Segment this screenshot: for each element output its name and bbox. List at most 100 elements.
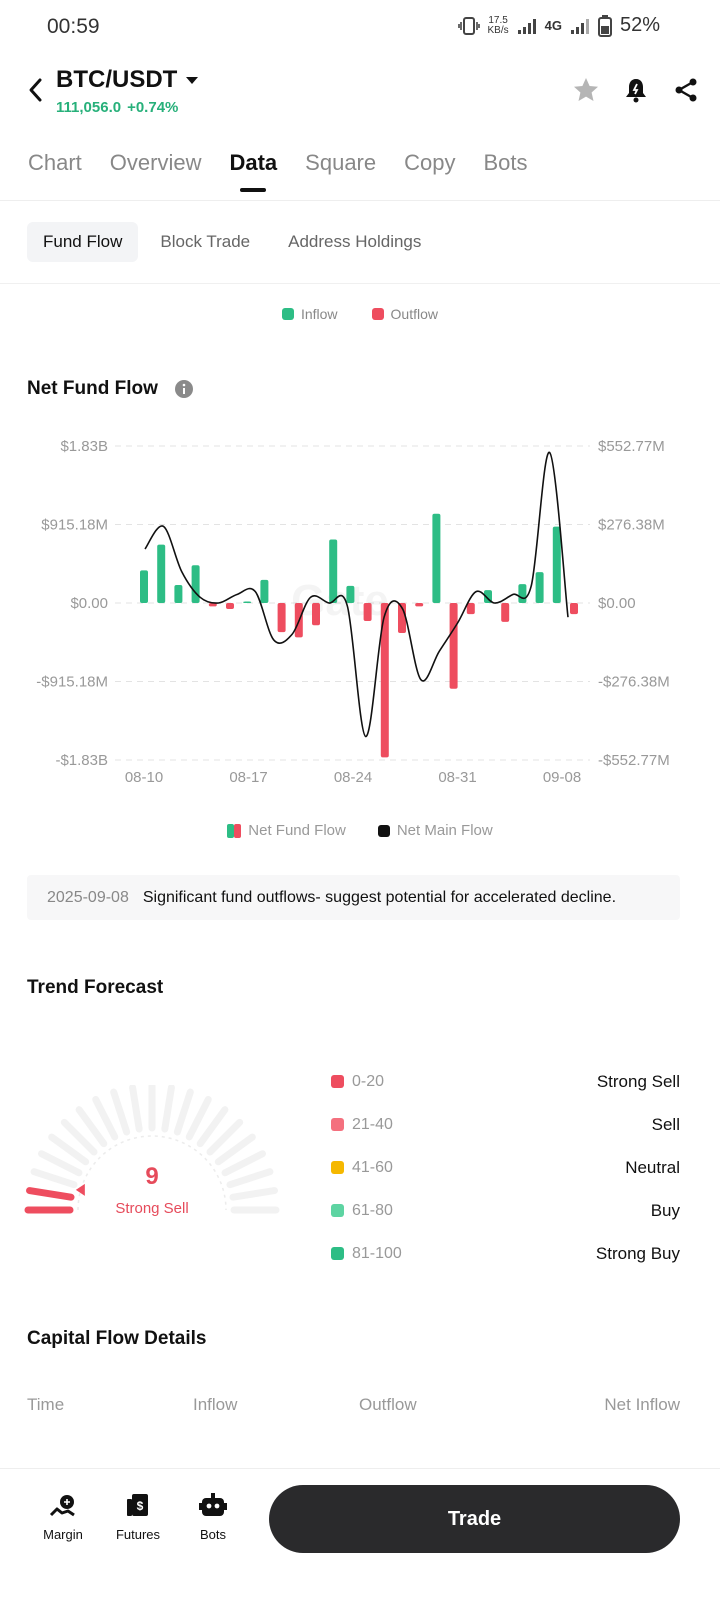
info-icon[interactable] [175, 380, 193, 398]
capital-flow-title: Capital Flow Details [27, 1328, 207, 1349]
alert-date: 2025-09-08 [47, 888, 129, 906]
bar [449, 603, 458, 689]
bar [243, 601, 252, 603]
caret-down-icon[interactable] [185, 73, 199, 87]
forecast-legend: 0-20 Strong Sell 21-40 Sell 41-60 Neutral 61-8… [331, 1060, 680, 1275]
subtab-address-holdings[interactable]: Address Holdings [288, 232, 422, 251]
bar [191, 565, 200, 603]
y-right-tick-label: $552.77M [598, 438, 665, 455]
tab-overview[interactable]: Overview [109, 150, 202, 175]
nav-margin-label: Margin [43, 1527, 83, 1542]
bar [277, 603, 286, 633]
gauge-tick [92, 1096, 119, 1141]
forecast-swatch [331, 1075, 344, 1088]
x-tick-label: 08-10 [125, 769, 163, 786]
tab-data[interactable]: Data [229, 150, 278, 175]
forecast-label: Buy [650, 1200, 680, 1220]
gauge-tick [206, 1118, 244, 1156]
gauge-tick [30, 1168, 78, 1189]
tab-bots[interactable]: Bots [483, 150, 528, 175]
signal-icon [517, 18, 536, 34]
gauge-tick [229, 1187, 278, 1201]
subtab-fund-flow[interactable]: Fund Flow [27, 222, 139, 262]
forecast-range: 41-60 [352, 1158, 393, 1176]
trade-button[interactable]: Trade [269, 1485, 680, 1553]
pair-selector[interactable]: BTC/USDT [56, 66, 199, 94]
y-left-tick-label: $0.00 [70, 595, 108, 612]
column-header-inflow: Inflow [193, 1395, 238, 1414]
outflow-swatch [371, 308, 384, 320]
net-main-flow-swatch [377, 824, 390, 837]
tab-square[interactable]: Square [305, 150, 377, 175]
trend-forecast-title: Trend Forecast [27, 977, 164, 998]
gauge-tick [185, 1096, 212, 1141]
gauge-score: 9 [145, 1163, 159, 1190]
bar [535, 572, 544, 603]
gauge-tick [196, 1106, 229, 1148]
tabs-divider [0, 200, 720, 201]
nav-bots-label: Bots [199, 1527, 226, 1542]
forecast-row: 0-20 Strong Sell [331, 1060, 680, 1103]
pair-title[interactable]: BTC/USDT [56, 66, 178, 93]
status-bar: 00:59 17.5 KB/s 4G 52% [0, 0, 720, 52]
forecast-range: 0-20 [352, 1072, 385, 1090]
alert-text: Significant fund outflows- suggest poten… [142, 888, 617, 906]
y-left-tick-label: -$1.83B [55, 752, 108, 769]
column-header-time: Time [27, 1395, 65, 1414]
gauge-tick [110, 1088, 131, 1136]
futures-icon: $ [127, 1494, 148, 1516]
y-right-tick-label: $276.38M [598, 517, 665, 534]
gauge-score-label: Strong Sell [115, 1200, 189, 1217]
back-arrow-icon[interactable] [24, 76, 48, 104]
price-alert-icon[interactable] [622, 76, 650, 104]
forecast-row: 41-60 Neutral [331, 1146, 680, 1189]
gauge-inner-arc [77, 1135, 227, 1211]
legend-outflow-label: Outflow [390, 306, 439, 322]
gauge-pointer [75, 1183, 85, 1196]
nav-margin[interactable]: Margin [33, 1491, 93, 1542]
trend-gauge [24, 1085, 280, 1214]
chart-legend: Net Fund Flow Net Main Flow [0, 822, 720, 839]
network-type: 4G [544, 18, 562, 33]
star-icon[interactable] [572, 76, 600, 104]
nav-bots[interactable]: Bots [183, 1491, 243, 1542]
flow-alert: 2025-09-08 Significant fund outflows- su… [27, 875, 680, 920]
forecast-row: 21-40 Sell [331, 1103, 680, 1146]
svg-text:$: $ [137, 1499, 144, 1513]
bar [329, 539, 338, 603]
price-change: +0.74% [127, 99, 179, 116]
bar [380, 603, 389, 758]
status-icons: 17.5 KB/s 4G 52% [457, 14, 660, 37]
forecast-swatch [331, 1118, 344, 1131]
y-right-tick-label: -$552.77M [598, 752, 670, 769]
price-row: 111,056.0 +0.74% [56, 99, 178, 116]
share-icon[interactable] [672, 76, 700, 104]
x-tick-label: 08-24 [334, 769, 372, 786]
forecast-swatch [331, 1204, 344, 1217]
subtab-block-trade[interactable]: Block Trade [160, 232, 251, 251]
tab-chart[interactable]: Chart [28, 150, 82, 175]
nav-futures[interactable]: $ Futures [108, 1491, 168, 1542]
bottom-action-bar: Margin $ Futures Bots Trade [0, 1468, 720, 1600]
legend-net-main-flow[interactable]: Net Main Flow [377, 822, 493, 839]
bot-icon [199, 1493, 227, 1516]
forecast-swatch [331, 1161, 344, 1174]
column-header-net-inflow: Net Inflow [604, 1395, 680, 1414]
y-left-tick-label: $915.18M [41, 517, 108, 534]
gauge-tick [161, 1085, 175, 1133]
forecast-range: 21-40 [352, 1115, 393, 1133]
status-time: 00:59 [47, 15, 100, 38]
forecast-label: Neutral [625, 1157, 680, 1177]
bar [501, 603, 510, 622]
forecast-row: 81-100 Strong Buy [331, 1232, 680, 1275]
bar [432, 513, 441, 603]
network-speed: 17.5 KB/s [487, 14, 509, 36]
tab-copy[interactable]: Copy [404, 150, 456, 175]
vibrate-icon [457, 16, 480, 35]
x-tick-label: 08-17 [229, 769, 267, 786]
legend-outflow[interactable]: Outflow [371, 306, 439, 322]
y-left-tick-label: -$915.18M [36, 674, 108, 691]
bar [346, 585, 355, 603]
legend-inflow[interactable]: Inflow [281, 306, 338, 322]
legend-net-fund-flow[interactable]: Net Fund Flow [227, 822, 346, 839]
